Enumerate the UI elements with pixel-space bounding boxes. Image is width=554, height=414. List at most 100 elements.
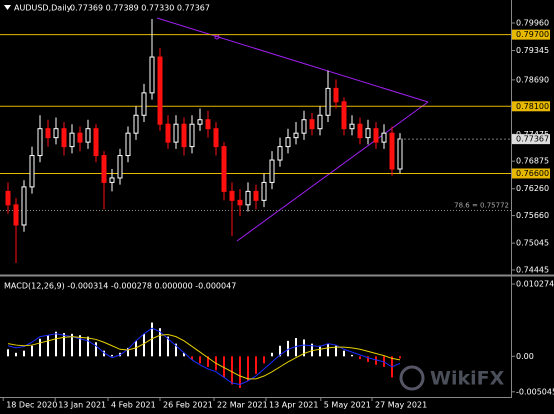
chart-title: AUDUSD,Daily	[14, 4, 72, 13]
candle-body	[45, 128, 51, 139]
y-tick-label: 0.010274	[516, 280, 554, 289]
candle-body	[253, 190, 259, 201]
histogram-bar	[239, 356, 241, 388]
candle-body	[165, 123, 171, 143]
histogram-bar	[167, 336, 169, 357]
candle-body	[53, 128, 59, 139]
histogram-bar	[31, 345, 33, 357]
candle-body	[109, 177, 115, 183]
y-tick-label: 0.74445	[516, 265, 549, 274]
candle-body	[277, 146, 283, 161]
candle-body	[93, 128, 99, 157]
histogram-bar	[399, 356, 401, 359]
candle-body	[149, 56, 155, 94]
y-tick-label: 0.76875	[516, 157, 549, 166]
candle-body	[141, 92, 147, 116]
trend-line	[156, 17, 429, 103]
candle-body	[381, 132, 387, 143]
candle-body	[69, 132, 75, 148]
candle-body	[5, 190, 11, 206]
histogram-bar	[175, 343, 177, 357]
y-tick-label: 0.79345	[516, 46, 549, 55]
candle-body	[261, 181, 267, 201]
histogram-bar	[231, 356, 233, 385]
histogram-bar	[247, 356, 249, 381]
histogram-bar	[199, 356, 201, 364]
histogram-bar	[295, 338, 297, 357]
histogram-bar	[39, 338, 41, 357]
watermark-text: WikiFX	[430, 368, 505, 390]
x-tick-label: 22 Mar 2021	[217, 401, 268, 410]
candle-body	[317, 114, 323, 130]
histogram-bar	[303, 339, 305, 357]
candle-body	[13, 204, 19, 226]
candle-body	[349, 123, 355, 130]
histogram-bar	[87, 336, 89, 357]
histogram-bar	[159, 328, 161, 357]
y-tick-label: 0.79960	[516, 19, 549, 28]
histogram-bar	[279, 345, 281, 357]
candle-body	[341, 101, 347, 130]
x-tick-label: 18 Dec 2020	[6, 401, 57, 410]
candle-body	[357, 123, 363, 139]
x-tick-label: 5 May 2021	[324, 401, 371, 410]
y-tick-label: 0.76260	[516, 184, 549, 193]
candle-body	[365, 128, 371, 139]
candle-body	[333, 87, 339, 103]
watermark: WikiFX	[399, 365, 505, 391]
histogram-bar	[111, 354, 113, 357]
y-tick-label: 0.00	[516, 352, 534, 361]
histogram-bar	[207, 356, 209, 367]
candle-body	[397, 138, 403, 170]
fib-label: 78.6 = 0.75772	[454, 202, 509, 210]
histogram-bar	[135, 340, 137, 357]
histogram-bar	[335, 345, 337, 357]
signal-line	[7, 334, 401, 380]
level-label: 0.78100	[516, 102, 549, 111]
candle-body	[309, 119, 315, 130]
candle-body	[245, 190, 251, 206]
histogram-bar	[71, 333, 73, 357]
x-tick-label: 26 Feb 2021	[163, 401, 213, 410]
histogram-bar	[271, 352, 273, 357]
candle-body	[21, 186, 27, 226]
candle-body	[325, 87, 331, 116]
y-tick-label: 0.75045	[516, 239, 549, 248]
y-tick-label: -0.005045	[516, 387, 554, 396]
histogram-bar	[367, 356, 369, 362]
histogram-bar	[183, 352, 185, 357]
candle-body	[37, 128, 43, 157]
histogram-bar	[15, 352, 17, 357]
candle-body	[269, 159, 275, 183]
histogram-bar	[255, 356, 257, 374]
histogram-bar	[327, 343, 329, 357]
watermark-logo	[399, 365, 425, 391]
histogram-bar	[287, 340, 289, 357]
histogram-bar	[263, 356, 265, 364]
candle-body	[133, 114, 139, 134]
histogram-bar	[103, 350, 105, 357]
histogram-bar	[55, 331, 57, 357]
candle-body	[285, 137, 291, 148]
candle-body	[293, 132, 299, 139]
x-tick-label: 27 May 2021	[375, 401, 427, 410]
histogram-bar	[143, 333, 145, 357]
candle-body	[213, 128, 219, 148]
candle-body	[389, 132, 395, 170]
histogram-bar	[311, 343, 313, 357]
level-box	[512, 168, 550, 179]
candle-body	[77, 132, 83, 143]
histogram-bar	[79, 335, 81, 357]
histogram-bar	[127, 347, 129, 357]
histogram-bar	[359, 356, 361, 360]
x-tick-label: 13 Apr 2021	[269, 401, 318, 410]
histogram-bar	[47, 335, 49, 357]
histogram-bar	[63, 333, 65, 357]
candle-body	[125, 132, 131, 157]
candle-body	[221, 146, 227, 192]
level-box	[512, 29, 550, 40]
candle-body	[181, 123, 187, 148]
histogram-bar	[343, 350, 345, 357]
